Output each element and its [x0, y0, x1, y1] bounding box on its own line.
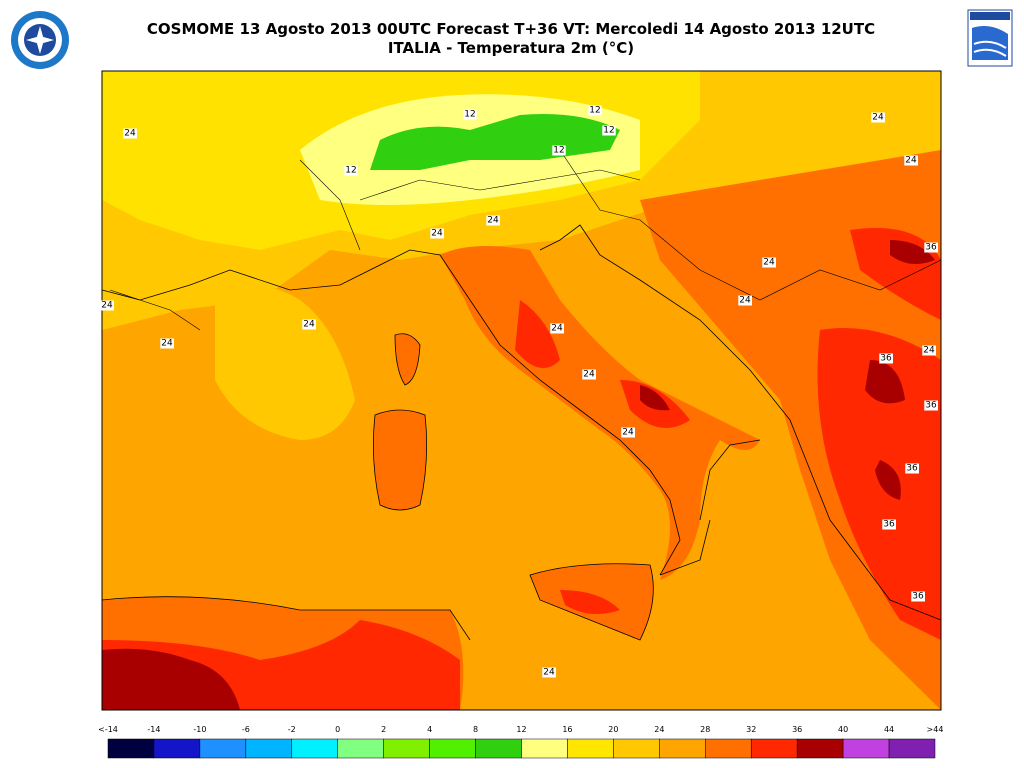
contour-label: 36	[906, 464, 918, 474]
colorbar-label: 40	[838, 725, 848, 734]
colorbar-label: 16	[562, 725, 572, 734]
colorbar-box	[521, 738, 568, 759]
contour-label: 12	[464, 110, 475, 120]
contour-label-box	[905, 463, 919, 474]
colorbar-label: 24	[654, 725, 664, 734]
contour-label-box	[463, 109, 477, 120]
contour-label-box	[922, 345, 936, 356]
map	[102, 71, 941, 710]
colorbar-label: 4	[427, 725, 432, 734]
contour-label: 24	[303, 320, 315, 330]
contour-label-box	[911, 591, 925, 602]
contour-label-box	[602, 125, 616, 136]
contour-label: 12	[553, 146, 564, 156]
colorbar-label: 28	[700, 725, 710, 734]
contour-label-box	[160, 338, 174, 349]
contour-label: 12	[603, 126, 614, 136]
colorbar-box	[429, 738, 476, 759]
colorbar-box	[888, 738, 936, 759]
contour-label-box	[582, 369, 596, 380]
colorbar-label: 8	[473, 725, 478, 734]
contour-label-box	[924, 242, 938, 253]
colorbar-box	[567, 738, 614, 759]
contour-label: 24	[487, 216, 499, 226]
contour-label-box	[430, 228, 444, 239]
contour-label: 24	[872, 113, 884, 123]
colorbar-box	[199, 738, 247, 759]
colorbar-box	[107, 738, 155, 759]
contour-label-box	[100, 300, 114, 311]
colorbar-box	[705, 738, 752, 759]
colorbar-label: >44	[927, 725, 944, 734]
contour-label: 24	[543, 668, 555, 678]
left-logo	[11, 11, 69, 69]
contour-label-box	[486, 215, 500, 226]
colorbar-box	[153, 738, 201, 759]
contour-label-box	[762, 257, 776, 268]
colorbar-box	[750, 738, 798, 759]
colorbar-box	[337, 738, 384, 759]
colorbar-box	[291, 738, 338, 759]
contour-label: 24	[583, 370, 595, 380]
contour-label-box	[738, 295, 752, 306]
contour-label: 24	[905, 156, 917, 166]
contour-label: 24	[124, 129, 136, 139]
colorbar-label: -6	[242, 725, 250, 734]
colorbar-label: -2	[288, 725, 296, 734]
contour-label: 36	[912, 592, 924, 602]
contour-label-box	[302, 319, 316, 330]
contour-label: 36	[880, 354, 892, 364]
contour-label: 24	[101, 301, 113, 311]
contour-label: 24	[622, 428, 634, 438]
colorbar-label: 32	[746, 725, 756, 734]
map-frame	[101, 70, 942, 711]
colorbar-label: -10	[193, 725, 206, 734]
colorbar-box	[245, 738, 293, 759]
contour-label-box	[123, 128, 137, 139]
contour-label: 36	[925, 243, 937, 253]
colorbar-box	[475, 738, 522, 759]
contour-label: 12	[589, 106, 600, 116]
contour-label: 24	[431, 229, 443, 239]
colorbar-box	[659, 738, 706, 759]
contour-label-box	[904, 155, 918, 166]
title-line2: ITALIA - Temperatura 2m (°C)	[388, 39, 634, 57]
contour-label: 24	[739, 296, 751, 306]
contour-label-box	[588, 105, 602, 116]
colorbar-label: 36	[792, 725, 802, 734]
colorbar-label: 12	[516, 725, 526, 734]
colorbar-label: -14	[147, 725, 160, 734]
contour-label: 36	[883, 520, 895, 530]
colorbar-box	[383, 738, 430, 759]
colorbar-label: 20	[608, 725, 618, 734]
contour-labels: 24 12 12 12 12 12 24 24 24 24 24 24 24 2…	[100, 105, 938, 678]
contour-label-box	[552, 145, 566, 156]
title-line1: COSMOME 13 Agosto 2013 00UTC Forecast T+…	[147, 20, 875, 38]
contour-label-box	[882, 519, 896, 530]
contour-label: 36	[925, 401, 937, 411]
contour-label: 24	[763, 258, 775, 268]
contour-label-box	[871, 112, 885, 123]
contour-label: 24	[551, 324, 563, 334]
colorbar-box	[796, 738, 844, 759]
right-logo	[967, 9, 1013, 67]
contour-label-box	[542, 667, 556, 678]
colorbar-label: 44	[884, 725, 894, 734]
colorbar: <-14 -14 -10 -6 -2 0 2 4 8 12 16 20 24 28 32 36 40 44 >44	[98, 725, 944, 759]
contour-label: 12	[345, 166, 356, 176]
contour-label-box	[550, 323, 564, 334]
colorbar-box	[613, 738, 660, 759]
colorbar-label: 2	[381, 725, 386, 734]
contour-label-box	[879, 353, 893, 364]
colorbar-box	[842, 738, 890, 759]
contour-label: 24	[161, 339, 173, 349]
colorbar-label: 0	[335, 725, 340, 734]
contour-label-box	[924, 400, 938, 411]
contour-label-box	[621, 427, 635, 438]
contour-label: 24	[923, 346, 935, 356]
colorbar-label: <-14	[98, 725, 118, 734]
contour-label-box	[344, 165, 358, 176]
